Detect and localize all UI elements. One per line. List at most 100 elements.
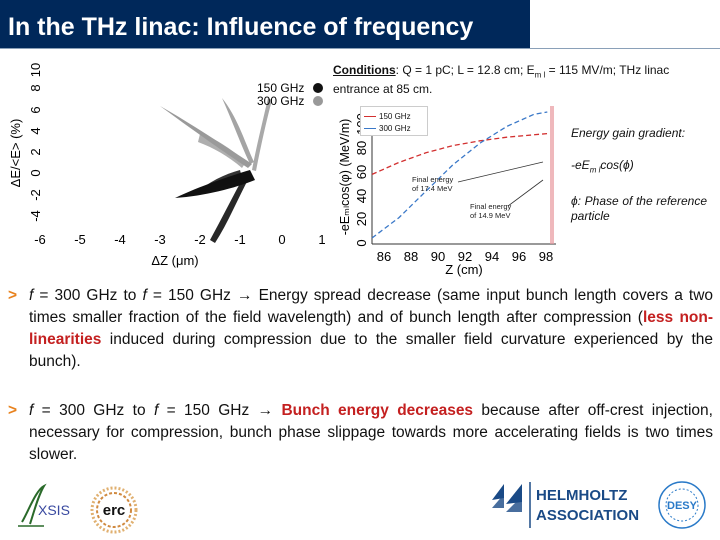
- slide-title: In the THz linac: Influence of frequency: [8, 13, 474, 41]
- phase-note: ϕ: Phase of the reference particle: [571, 194, 707, 223]
- annotation-final-energy-1: Final energy of 17.4 MeV: [412, 175, 454, 193]
- bullet-2-f1: f: [29, 402, 34, 419]
- series-line-300ghz: [371, 111, 548, 239]
- right-xtick: 88: [404, 249, 418, 264]
- bullet-1-p4: = 150 GHz: [146, 287, 238, 304]
- right-xtick: 98: [539, 249, 553, 264]
- right-ytick: 60: [354, 165, 369, 179]
- arrow-icon: →: [257, 402, 274, 419]
- axsis-logo: XSIS: [18, 483, 70, 527]
- association-text: ASSOCIATION: [536, 507, 639, 524]
- left-xtick: 1: [318, 232, 325, 247]
- conditions-label: Conditions: [333, 63, 396, 77]
- left-xtick: -4: [114, 232, 126, 247]
- legend-marker-300: [313, 96, 323, 106]
- phase-space-chart: 150 GHz 300 GHz -4 -2 0 2 4 6 8 10 ΔE/<E…: [8, 63, 326, 268]
- right-xtick: 90: [431, 249, 445, 264]
- bullet-1-p6: induced during compression due to the sm…: [29, 331, 713, 370]
- bullet-2: > f = 300 GHz to f = 150 GHz → Bunch ene…: [8, 400, 713, 466]
- formula-sub: m l: [589, 165, 601, 175]
- legend-item-300: 300 GHz: [361, 122, 411, 134]
- annotation-final-energy-2: Final energy of 14.9 MeV: [470, 202, 512, 220]
- left-xticks: -6 -5 -4 -3 -2 -1 0 1: [34, 232, 325, 247]
- left-xtick: -1: [234, 232, 246, 247]
- gradient-note: Energy gain gradient:: [571, 126, 686, 140]
- erc-logo: erc: [90, 486, 138, 534]
- arrow-icon: →: [237, 287, 253, 304]
- legend-marker-150: [313, 83, 323, 93]
- end-marker-band: [550, 106, 554, 244]
- left-xlabel: ΔZ (μm): [151, 253, 198, 268]
- left-xtick: -5: [74, 232, 86, 247]
- right-ylabel: -eEₘₗcos(φ) (MeV/m): [338, 119, 352, 236]
- conditions-sub: m l: [534, 70, 546, 80]
- left-ytick: 0: [28, 169, 43, 176]
- bullet-2-highlight: Bunch energy decreases: [281, 402, 474, 419]
- formula-part-2: cos(ϕ): [600, 158, 634, 172]
- title-bar: In the THz linac: Influence of frequency: [0, 0, 530, 48]
- bullet-2-p2: = 300 GHz to: [33, 402, 154, 419]
- legend-label-150-right: 150 GHz: [379, 111, 411, 121]
- desy-logo: DESY: [658, 481, 706, 529]
- right-ytick: 0: [354, 239, 369, 246]
- helmholtz-text: HELMHOLTZ: [536, 487, 627, 504]
- bullet-1: > f = 300 GHz to f = 150 GHz → Energy sp…: [8, 285, 713, 373]
- right-xtick: 86: [377, 249, 391, 264]
- right-xtick: 94: [485, 249, 499, 264]
- left-ytick: 4: [28, 127, 43, 134]
- legend-swatch-150: [364, 115, 376, 117]
- bullet-marker: >: [8, 287, 18, 304]
- bullet-1-p2: = 300 GHz to: [33, 287, 143, 304]
- annotation-2-line-2: of 14.9 MeV: [470, 211, 510, 220]
- title-divider: [0, 48, 720, 49]
- bullet-2-f2: f: [153, 402, 159, 419]
- left-xtick: -6: [34, 232, 46, 247]
- gradient-formula: -eEm lcos(ϕ): [571, 158, 634, 177]
- axsis-logo-text: XSIS: [38, 502, 70, 518]
- left-ytick: 6: [28, 106, 43, 113]
- bullet-1-f1: f: [29, 287, 34, 304]
- erc-logo-text: erc: [103, 502, 126, 519]
- legend-label-150: 150 GHz: [257, 81, 304, 95]
- bullet-1-highlight: less non-linearities: [29, 309, 714, 348]
- conditions-part-1: : Q = 1 pC; L = 12.8 cm; E: [395, 63, 535, 77]
- bullet-1-f2: f: [142, 287, 147, 304]
- annotation-1-line-1: Final energy: [412, 175, 454, 184]
- phase-space-black-curves: [175, 170, 255, 243]
- legend-swatch-300: [364, 127, 376, 129]
- right-ytick: 40: [354, 189, 369, 203]
- annotation-1-line-2: of 17.4 MeV: [412, 184, 452, 193]
- right-ytick: 20: [354, 212, 369, 226]
- bullet-marker: >: [8, 402, 18, 419]
- left-ytick: 2: [28, 148, 43, 155]
- right-xlabel: Z (cm): [445, 262, 483, 277]
- right-xtick: 92: [458, 249, 472, 264]
- series-line-150ghz: [371, 132, 548, 175]
- left-ytick: -4: [28, 210, 43, 222]
- bullet-2-p4: = 150 GHz: [158, 402, 258, 419]
- left-xtick: 0: [278, 232, 285, 247]
- legend-item-150: 150 GHz: [361, 110, 411, 122]
- right-xtick: 96: [512, 249, 526, 264]
- right-chart-legend: 150 GHz 300 GHz: [360, 106, 428, 136]
- right-xticks: 86 88 90 92 94 96 98: [377, 249, 553, 264]
- annotation-arrow-1: [457, 161, 544, 183]
- annotation-2-line-1: Final energy: [470, 202, 512, 211]
- formula-part-1: -eE: [571, 158, 590, 172]
- left-ytick: 10: [28, 63, 43, 77]
- bullet-1-text: f = 300 GHz to f = 150 GHz → Energy spre…: [8, 285, 713, 373]
- phase-space-gray-curves: [160, 98, 272, 171]
- helmholtz-logo: HELMHOLTZ ASSOCIATION: [492, 482, 639, 528]
- bullet-2-text: f = 300 GHz to f = 150 GHz → Bunch energ…: [8, 400, 713, 466]
- left-ylabel: ΔE/<E> (%): [8, 119, 23, 188]
- left-yticks: -4 -2 0 2 4 6 8 10: [28, 63, 43, 222]
- left-xtick: -3: [154, 232, 166, 247]
- desy-logo-text: DESY: [667, 500, 698, 512]
- annotation-arrow-2: [507, 179, 544, 207]
- legend-label-300-right: 300 GHz: [379, 123, 411, 133]
- legend-label-300: 300 GHz: [257, 94, 304, 108]
- left-xtick: -2: [194, 232, 206, 247]
- right-ytick: 80: [354, 141, 369, 155]
- left-ytick: -2: [28, 189, 43, 201]
- bullet-2-p5: because after off-crest injection, neces…: [29, 402, 713, 463]
